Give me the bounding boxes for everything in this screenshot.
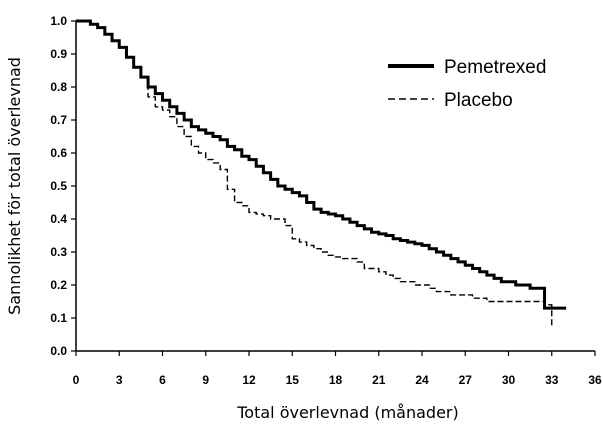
x-tick-label: 30	[502, 373, 516, 387]
y-tick-label: 0.4	[50, 212, 67, 226]
x-tick-label: 36	[588, 373, 602, 387]
legend-label-pemetrexed: Pemetrexed	[444, 57, 546, 78]
legend-label-placebo: Placebo	[444, 90, 513, 111]
x-tick-label: 3	[116, 373, 123, 387]
x-tick-label: 21	[372, 373, 386, 387]
x-tick-label: 27	[459, 373, 473, 387]
y-axis-title: Sannolikhet för total överlevnad	[5, 57, 24, 315]
x-tick-label: 24	[415, 373, 429, 387]
y-tick-label: 0.0	[50, 344, 67, 358]
y-ticks: 0.0 0.1 0.2 0.3 0.4 0.5 0.6 0.7 0.8 0.9 1.0	[50, 14, 76, 358]
series-line-placebo	[76, 20, 553, 328]
x-tick-label: 18	[329, 373, 343, 387]
x-tick-label: 33	[545, 373, 559, 387]
x-tick-label: 12	[242, 373, 256, 387]
y-tick-label: 1.0	[50, 14, 67, 28]
x-tick-label: 0	[73, 373, 80, 387]
y-tick-label: 0.7	[50, 113, 67, 127]
legend: Pemetrexed Placebo	[388, 57, 546, 111]
y-tick-label: 0.1	[50, 311, 67, 325]
y-tick-label: 0.6	[50, 146, 67, 160]
y-tick-label: 0.3	[50, 245, 67, 259]
y-tick-label: 0.5	[50, 179, 67, 193]
plot-lines	[76, 19, 567, 328]
x-axis-title: Total överlevnad (månader)	[236, 403, 458, 422]
y-tick-label: 0.9	[50, 47, 67, 61]
x-tick-label: 15	[286, 373, 300, 387]
y-tick-label: 0.2	[50, 278, 67, 292]
x-tick-label: 9	[202, 373, 209, 387]
y-tick-label: 0.8	[50, 80, 67, 94]
series-line-pemetrexed	[76, 19, 567, 310]
x-ticks: 0 3 6 9 12 15 18 21 24 27 30 33 36	[73, 351, 602, 387]
x-tick-label: 6	[159, 373, 166, 387]
